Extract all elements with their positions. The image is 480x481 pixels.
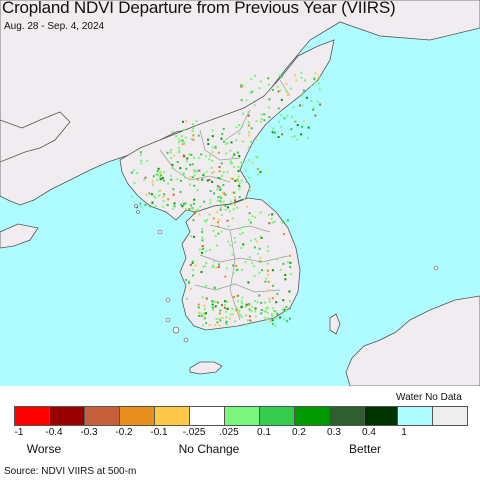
legend-tick-label: 0.3 [327,427,341,438]
legend-swatch-9 [329,406,365,426]
legend-swatch-5 [189,406,225,426]
legend-tick-label: 0.2 [292,427,306,438]
legend-special-swatches [397,406,468,426]
legend-swatch-8 [294,406,330,426]
legend-swatch-10 [364,406,400,426]
legend-tick-label: -0.2 [115,427,133,438]
legend-tick-label: 0.4 [362,427,376,438]
legend-swatch-0 [14,406,50,426]
legend-swatch-6 [224,406,260,426]
legend-tick-labels: -1 -0.4 -0.3 -0.2 -0.1 -.025 .025 0.1 0.2 0.3 0.4 1 [0,427,480,441]
land-north-korea [119,39,335,221]
legend-tick-label: -.025 [182,427,206,438]
legend-swatch-3 [119,406,155,426]
legend-special-label: Water No Data [396,392,462,403]
legend-worse-label: Worse [26,442,62,456]
legend-tick-label: 0.1 [257,427,271,438]
legend-no-change-label: No Change [178,442,240,456]
legend-swatch-1 [49,406,85,426]
legend-nodata-swatch [432,406,468,426]
map-date-range: Aug. 28 - Sep. 4, 2024 [4,21,105,32]
legend-swatch-4 [154,406,190,426]
legend-tick-label: -0.3 [80,427,98,438]
legend-better-label: Better [348,442,382,456]
land-china-northeast [0,0,480,206]
land-jeju [189,361,223,375]
legend-tick-label: -0.1 [150,427,168,438]
land-liaodong [0,111,71,163]
map-title: Cropland NDVI Departure from Previous Ye… [2,0,396,17]
legend-swatch-2 [84,406,120,426]
legend-tick-label: 1 [401,427,407,438]
ndvi-speckles [130,71,322,327]
source-note: Source: NDVI VIIRS at 500-m [4,466,137,477]
legend-tick-label: -1 [14,427,24,438]
ndvi-map: Cropland NDVI Departure from Previous Ye… [0,0,480,386]
map-canvas [0,0,480,386]
land-shandong [0,223,39,249]
legend-color-bar [14,406,400,426]
legend-swatch-7 [259,406,295,426]
land-japan [345,295,480,386]
land-tsushima [329,313,341,335]
legend-area [0,386,480,481]
legend-tick-label: -0.4 [45,427,63,438]
legend-tick-label: .025 [219,427,239,438]
legend-water-swatch [397,406,433,426]
